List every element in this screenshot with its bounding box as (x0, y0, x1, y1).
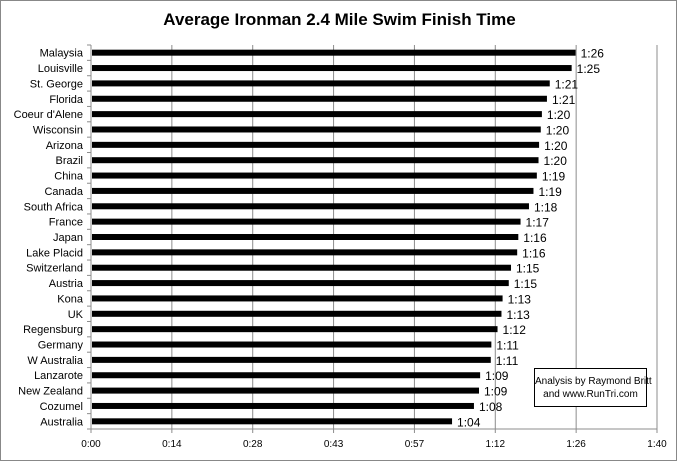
bar (92, 80, 550, 87)
data-label: 1:15 (514, 277, 538, 291)
category-label: Malaysia (40, 48, 84, 60)
data-label: 1:11 (496, 339, 519, 353)
data-label: 1:17 (526, 216, 550, 230)
category-label: Florida (49, 94, 84, 106)
bar (92, 203, 529, 210)
bar (92, 310, 502, 317)
data-label: 1:19 (542, 170, 566, 184)
category-label: Germany (38, 340, 84, 352)
data-label: 1:21 (552, 93, 576, 107)
bar (92, 65, 572, 72)
bar (92, 341, 492, 348)
bar (92, 280, 509, 287)
data-label: 1:09 (485, 369, 509, 383)
data-label: 1:25 (577, 62, 601, 76)
data-label: 1:12 (503, 323, 527, 337)
data-label: 1:16 (522, 246, 546, 260)
category-label: Cozumel (40, 401, 83, 413)
bar (92, 264, 512, 271)
bar (92, 187, 534, 194)
category-label: South Africa (24, 201, 84, 213)
data-label: 1:18 (534, 200, 558, 214)
annotation-line-2: and www.RunTri.com (543, 389, 638, 400)
category-label: Louisville (38, 63, 83, 75)
data-label: 1:19 (538, 185, 562, 199)
data-label: 1:09 (484, 385, 508, 399)
data-label: 1:20 (546, 123, 570, 137)
category-label: Arizona (46, 140, 84, 152)
x-tick-label: 1:40 (647, 439, 667, 450)
category-label: France (49, 217, 83, 229)
category-label: Australia (40, 416, 84, 428)
bar (92, 372, 481, 379)
annotation-line-1: Analysis by Raymond Britt (535, 376, 652, 387)
category-label: Lake Placid (26, 247, 83, 259)
data-label: 1:20 (544, 139, 568, 153)
x-tick-label: 1:12 (486, 439, 506, 450)
bar (92, 111, 542, 118)
category-label: Wisconsin (33, 124, 83, 136)
data-label: 1:13 (506, 308, 530, 322)
bar (92, 387, 480, 394)
bar (92, 218, 521, 225)
x-tick-label: 0:43 (324, 439, 344, 450)
bar (92, 172, 537, 179)
bar (92, 402, 474, 409)
category-label: Brazil (55, 155, 83, 167)
category-label: Austria (49, 278, 84, 290)
x-tick-label: 0:57 (405, 439, 425, 450)
category-label: Lanzarote (34, 370, 83, 382)
data-label: 1:16 (523, 231, 547, 245)
data-label: 1:11 (496, 354, 519, 368)
bar (92, 418, 453, 425)
bar (92, 126, 541, 133)
chart-title: Average Ironman 2.4 Mile Swim Finish Tim… (163, 10, 516, 29)
data-label: 1:20 (544, 154, 568, 168)
category-label: Kona (57, 293, 84, 305)
annotation-box: Analysis by Raymond Britt and www.RunTri… (534, 368, 652, 407)
x-tick-label: 0:14 (162, 439, 182, 450)
bar (92, 234, 519, 240)
data-label: 1:08 (479, 400, 503, 414)
x-tick-label: 0:00 (81, 439, 101, 450)
data-label: 1:21 (555, 77, 579, 91)
data-label: 1:20 (547, 108, 571, 122)
data-label: 1:15 (516, 262, 540, 276)
bar (92, 49, 576, 56)
bar (92, 95, 547, 102)
category-label: UK (68, 309, 84, 321)
data-label: 1:13 (508, 292, 532, 306)
category-label: W Australia (27, 355, 84, 367)
bar (92, 157, 539, 164)
bar (92, 295, 503, 302)
bar (92, 356, 491, 363)
data-label: 1:04 (457, 415, 481, 429)
bar (92, 141, 540, 148)
bar (92, 326, 498, 333)
category-label: Coeur d'Alene (14, 109, 83, 121)
category-label: New Zealand (18, 386, 83, 398)
category-label: Japan (53, 232, 83, 244)
x-tick-label: 1:26 (566, 439, 586, 450)
category-label: Switzerland (26, 263, 83, 275)
category-label: China (54, 171, 84, 183)
data-label: 1:26 (581, 47, 605, 61)
x-tick-label: 0:28 (243, 439, 263, 450)
category-label: Canada (44, 186, 83, 198)
category-label: St. George (30, 78, 83, 90)
bar (92, 249, 518, 256)
category-label: Regensburg (23, 324, 83, 336)
